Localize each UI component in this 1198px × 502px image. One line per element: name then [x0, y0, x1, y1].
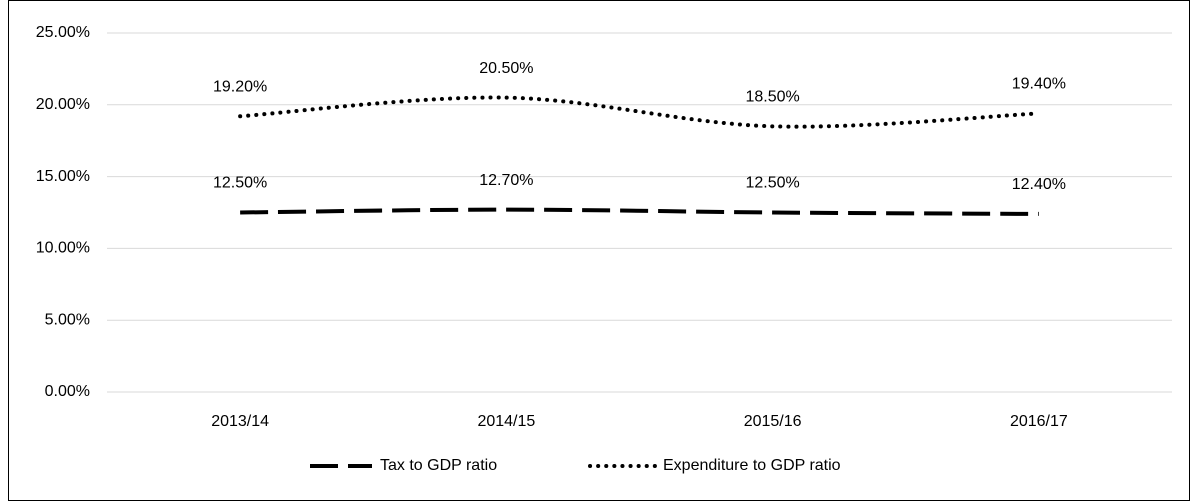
y-tick-label: 10.00% — [36, 240, 90, 257]
data-label: 12.50% — [745, 175, 799, 192]
data-label: 12.50% — [213, 175, 267, 192]
y-tick-label: 15.00% — [36, 168, 90, 185]
series-line — [240, 207, 1039, 216]
y-tick-label: 5.00% — [45, 311, 90, 328]
data-label: 19.20% — [213, 79, 267, 96]
x-tick-label: 2015/16 — [744, 413, 802, 430]
y-tick-label: 25.00% — [36, 24, 90, 41]
y-tick-label: 20.00% — [36, 96, 90, 113]
chart-border — [8, 0, 1190, 501]
data-label: 20.50% — [479, 60, 533, 77]
x-tick-label: 2016/17 — [1010, 413, 1068, 430]
legend-label: Tax to GDP ratio — [380, 457, 497, 474]
y-tick-label: 0.00% — [45, 383, 90, 400]
x-tick-label: 2013/14 — [211, 413, 269, 430]
data-label: 12.40% — [1012, 176, 1066, 193]
legend-label: Expenditure to GDP ratio — [663, 457, 841, 474]
data-label: 12.70% — [479, 172, 533, 189]
x-tick-label: 2014/15 — [477, 413, 535, 430]
data-label: 18.50% — [745, 89, 799, 106]
data-label: 19.40% — [1012, 76, 1066, 93]
